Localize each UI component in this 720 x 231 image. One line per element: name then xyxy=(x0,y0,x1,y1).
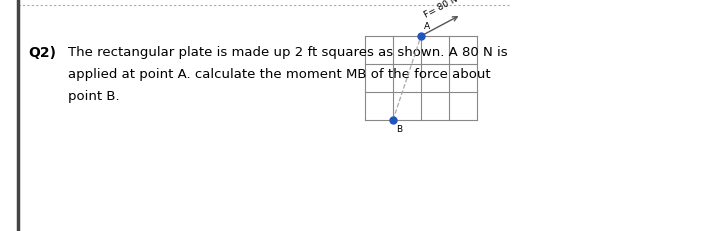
Text: applied at point A. calculate the moment MB of the force about: applied at point A. calculate the moment… xyxy=(68,68,490,81)
Text: point B.: point B. xyxy=(68,90,120,103)
Text: A: A xyxy=(424,22,430,31)
Text: B: B xyxy=(396,125,402,134)
Text: Q2): Q2) xyxy=(28,46,56,60)
Text: F= 80 N: F= 80 N xyxy=(423,0,459,19)
Text: The rectangular plate is made up 2 ft squares as shown. A 80 N is: The rectangular plate is made up 2 ft sq… xyxy=(68,46,508,59)
